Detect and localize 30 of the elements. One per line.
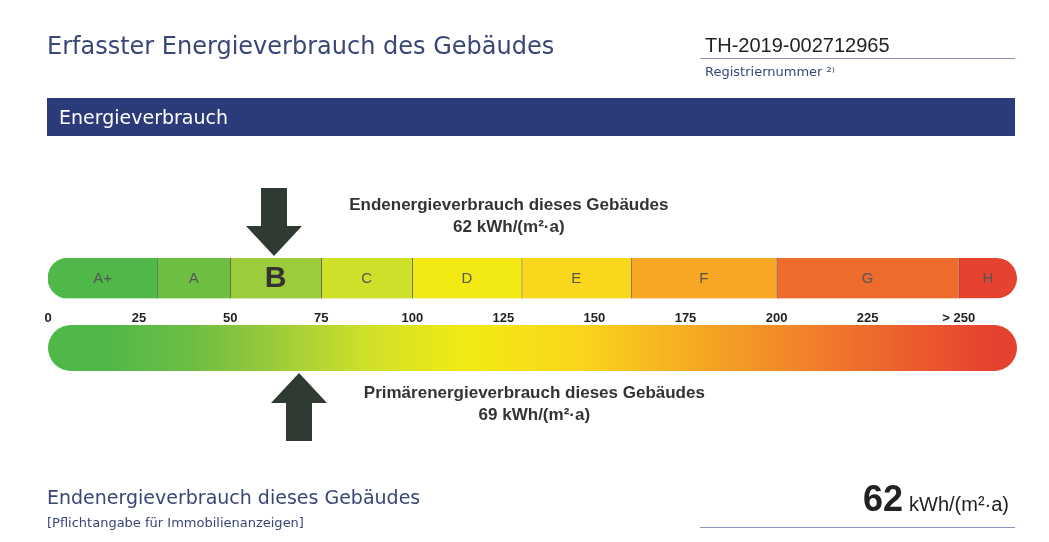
x-tick-label: 150 bbox=[583, 309, 606, 325]
x-tick-label: 50 bbox=[222, 309, 238, 325]
x-tick-label: 200 bbox=[765, 309, 788, 325]
x-tick-label: 100 bbox=[401, 309, 424, 325]
x-tick-label: 125 bbox=[492, 309, 515, 325]
x-tick-label: > 250 bbox=[942, 309, 976, 325]
x-tick-label: 175 bbox=[674, 309, 697, 325]
text: [Pflichtangabe für Immobilienanzeigen] bbox=[47, 515, 304, 530]
text: Endenergieverbrauch dieses Gebäudes 62 kWh/(m²·a) bbox=[349, 194, 669, 236]
series-label: G bbox=[861, 269, 874, 287]
x-tick-label: 25 bbox=[131, 309, 147, 325]
series-label: C bbox=[361, 269, 373, 287]
text: Primärenergieverbrauch dieses Gebäudes 69 kWh/(m²·a) bbox=[363, 383, 705, 425]
text: 62 kWh/(m²·a) bbox=[862, 478, 1009, 519]
text: Endenergieverbrauch dieses Gebäudes bbox=[47, 486, 421, 508]
chart-subtitle: Energieverbrauch bbox=[47, 98, 1015, 136]
x-tick-label: 0 bbox=[44, 309, 52, 325]
x-tick-label: 75 bbox=[313, 309, 329, 325]
x-tick-label: 225 bbox=[856, 309, 879, 325]
series-label: H bbox=[982, 269, 994, 287]
series-label: A bbox=[188, 269, 199, 287]
text: TH-2019-002712965 bbox=[705, 34, 890, 57]
series-label: E bbox=[571, 269, 582, 287]
series-label: F bbox=[699, 269, 709, 287]
bar bbox=[48, 258, 158, 299]
series-label: B bbox=[264, 260, 287, 294]
series-label: D bbox=[461, 269, 473, 287]
text: Registriernummer ²⁾ bbox=[705, 64, 835, 79]
series-label: A+ bbox=[93, 269, 113, 287]
chart-title: Erfasster Energieverbrauch des Gebäudes bbox=[47, 32, 555, 60]
